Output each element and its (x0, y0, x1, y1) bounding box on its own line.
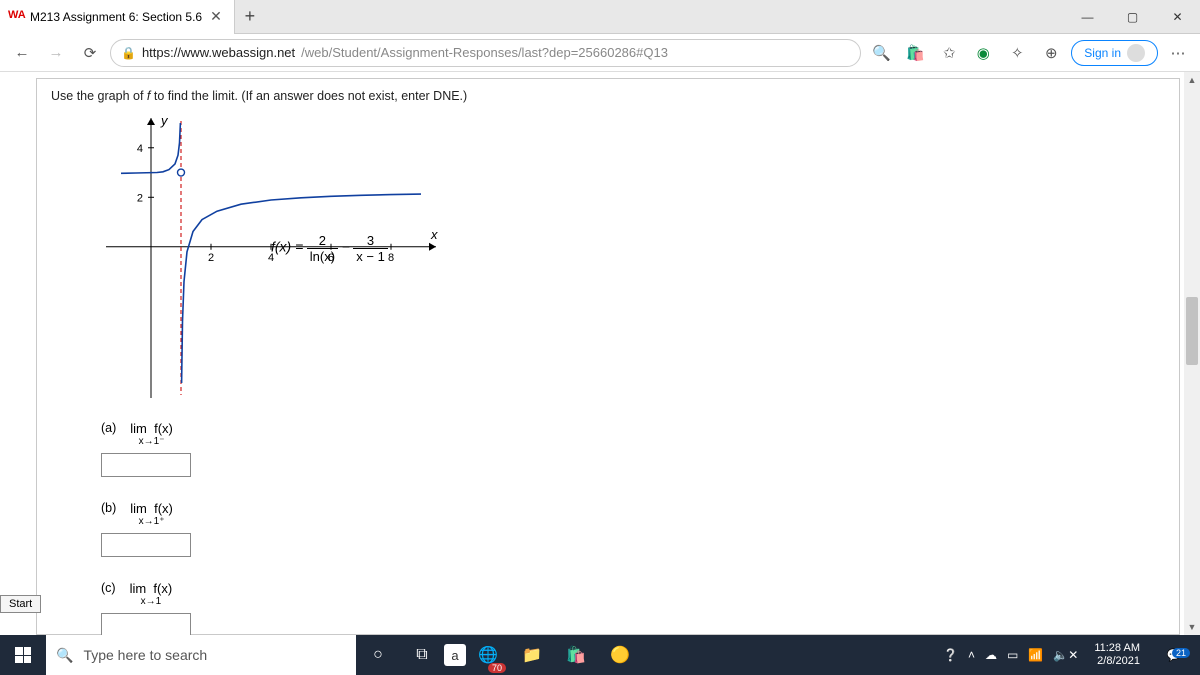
question-card: Use the graph of f to find the limit. (I… (36, 78, 1180, 635)
limit-expression: lim f(x)x→1 (130, 581, 173, 607)
question-row: (c) lim f(x)x→1 (101, 581, 1165, 635)
window-controls: — ▢ ✕ (1065, 0, 1200, 34)
instruction-text: Use the graph of f to find the limit. (I… (51, 89, 1165, 103)
tray-volume-icon[interactable]: 🔈✕ (1053, 648, 1078, 662)
url-path: /web/Student/Assignment-Responses/last?d… (301, 45, 668, 60)
start-side-tab[interactable]: Start (0, 595, 41, 613)
nav-back-button[interactable]: ← (8, 39, 36, 67)
svg-text:y: y (160, 113, 169, 128)
browser-tab[interactable]: WA M213 Assignment 6: Section 5.6 ✕ (0, 0, 235, 34)
window-maximize-button[interactable]: ▢ (1110, 0, 1155, 34)
tray-chevron-icon[interactable]: ˄ (968, 648, 975, 662)
taskview-icon[interactable]: ⧉ (400, 635, 444, 675)
app-edge-icon[interactable]: 🌐70 (466, 635, 510, 675)
url-host: https://www.webassign.net (142, 45, 295, 60)
question-list: (a) lim f(x)x→1⁻ (b) lim f(x)x→1⁺ (c) lim f(x… (101, 421, 1165, 635)
svg-text:8: 8 (388, 252, 394, 264)
windows-logo-icon (15, 647, 31, 663)
question-row: (a) lim f(x)x→1⁻ (101, 421, 1165, 477)
window-minimize-button[interactable]: — (1065, 0, 1110, 34)
app-store-icon[interactable]: 🛍️ (554, 635, 598, 675)
more-menu-button[interactable]: ⋯ (1164, 39, 1192, 67)
zoom-icon[interactable]: 🔍 (867, 39, 895, 67)
app-install-icon[interactable]: ⊕ (1037, 39, 1065, 67)
system-tray: ❔ ˄ ☁ ▭ 📶 🔈✕ 11:28 AM 2/8/2021 💬21 (935, 642, 1200, 668)
scroll-up-arrow-icon[interactable]: ▲ (1184, 72, 1200, 88)
answer-input[interactable] (101, 453, 191, 477)
svg-text:2: 2 (208, 252, 214, 264)
svg-text:2: 2 (137, 192, 143, 204)
start-button[interactable] (0, 635, 46, 675)
taskbar-clock[interactable]: 11:28 AM 2/8/2021 (1088, 642, 1146, 668)
address-bar[interactable]: 🔒 https://www.webassign.net/web/Student/… (110, 39, 861, 67)
svg-text:4: 4 (137, 143, 143, 155)
app-explorer-icon[interactable]: 📁 (510, 635, 554, 675)
extension-icon[interactable]: ◉ (969, 39, 997, 67)
windows-taskbar: 🔍 Type here to search ○ ⧉ a 🌐70 📁 🛍️ 🟡 ❔… (0, 635, 1200, 675)
collections-icon[interactable]: ✧ (1003, 39, 1031, 67)
signin-label: Sign in (1084, 46, 1121, 60)
tray-battery-icon[interactable]: ▭ (1007, 648, 1018, 662)
cortana-icon[interactable]: ○ (356, 635, 400, 675)
nav-reload-button[interactable]: ⟳ (76, 39, 104, 67)
graph: 246824xy f(x) = 2ln(x) − 3x − 1 (101, 113, 441, 403)
question-part-label: (b) (101, 501, 116, 515)
scroll-down-arrow-icon[interactable]: ▼ (1184, 619, 1200, 635)
search-icon: 🔍 (56, 647, 73, 664)
page-viewport: Use the graph of f to find the limit. (I… (0, 72, 1200, 635)
question-part-label: (a) (101, 421, 116, 435)
lock-icon: 🔒 (121, 46, 136, 60)
notification-center-icon[interactable]: 💬21 (1156, 648, 1192, 662)
signin-button[interactable]: Sign in (1071, 40, 1158, 66)
limit-expression: lim f(x)x→1⁻ (130, 421, 173, 447)
tab-favicon: WA (8, 9, 24, 25)
tray-help-icon[interactable]: ❔ (943, 648, 958, 662)
answer-input[interactable] (101, 613, 191, 635)
edge-badge: 70 (488, 663, 506, 673)
scroll-thumb[interactable] (1186, 297, 1198, 365)
tab-close-icon[interactable]: ✕ (208, 8, 224, 25)
search-placeholder: Type here to search (83, 647, 207, 663)
taskbar-search[interactable]: 🔍 Type here to search (46, 635, 356, 675)
notification-badge: 21 (1172, 648, 1190, 658)
app-chrome-icon[interactable]: 🟡 (598, 635, 642, 675)
tray-onedrive-icon[interactable]: ☁ (985, 648, 997, 662)
tray-wifi-icon[interactable]: 📶 (1028, 648, 1043, 662)
new-tab-button[interactable]: + (235, 6, 265, 27)
window-close-button[interactable]: ✕ (1155, 0, 1200, 34)
answer-input[interactable] (101, 533, 191, 557)
limit-expression: lim f(x)x→1⁺ (130, 501, 173, 527)
tab-title: M213 Assignment 6: Section 5.6 (30, 10, 202, 24)
question-row: (b) lim f(x)x→1⁺ (101, 501, 1165, 557)
question-part-label: (c) (101, 581, 116, 595)
app-amazon-icon[interactable]: a (444, 644, 466, 666)
browser-toolbar: ← → ⟳ 🔒 https://www.webassign.net/web/St… (0, 34, 1200, 72)
clock-date: 2/8/2021 (1094, 655, 1140, 668)
favorites-star-icon[interactable]: ✩ (935, 39, 963, 67)
clock-time: 11:28 AM (1094, 642, 1140, 655)
taskbar-pinned: ○ ⧉ a 🌐70 📁 🛍️ 🟡 (356, 635, 642, 675)
vertical-scrollbar[interactable]: ▲ ▼ (1184, 72, 1200, 635)
svg-text:x: x (430, 227, 438, 242)
nav-forward-button[interactable]: → (42, 39, 70, 67)
function-formula: f(x) = 2ln(x) − 3x − 1 (271, 233, 388, 264)
avatar-icon (1127, 44, 1145, 62)
shopping-icon[interactable]: 🛍️ (901, 39, 929, 67)
browser-titlebar: WA M213 Assignment 6: Section 5.6 ✕ + — … (0, 0, 1200, 34)
